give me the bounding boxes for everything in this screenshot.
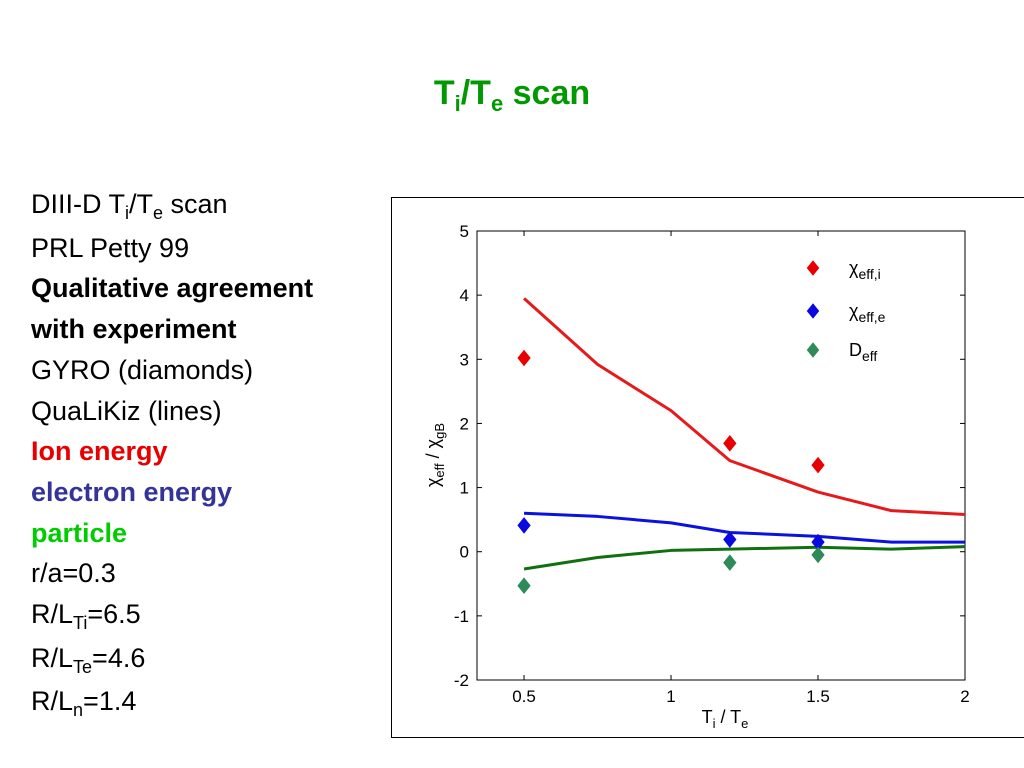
bullet-text: PRL Petty 99 [31, 232, 190, 263]
model-line-1 [523, 511, 965, 544]
model-line-2 [523, 545, 966, 571]
x-axis-label: Ti / Te [702, 707, 749, 731]
bullet-text: with experiment [31, 314, 237, 345]
x-axis-label-part: / T [715, 707, 741, 727]
bullet-line: with experiment [31, 309, 401, 350]
legend-marker [806, 260, 820, 276]
x-tick-label: 1.5 [806, 687, 830, 706]
bullet-text: R/L [31, 599, 74, 630]
title-text-rest: scan [503, 74, 591, 112]
chart-frame: -2 -1 0 1 2 3 4 5 0.5 1 1.5 2 Ti / Te χeff / χgB χeff,… [391, 197, 1024, 738]
legend-label: χeff,i [849, 258, 881, 282]
gyro-marker [811, 456, 825, 474]
legend-label: Deff [849, 340, 877, 364]
y-tick-label: -1 [454, 607, 469, 626]
x-axis-label-part: e [741, 716, 748, 731]
bullet-line: Ion energy [31, 431, 401, 472]
x-tick-label: 0.5 [512, 687, 536, 706]
x-tick-label: 2 [960, 687, 969, 706]
bullet-text: /T [129, 189, 153, 219]
bullet-text: GYRO (diamonds) [31, 354, 254, 385]
y-axis-label-part: / χ [423, 438, 443, 463]
legend-label-sub: eff,i [858, 266, 880, 282]
bullet-text: =6.5 [87, 599, 141, 630]
title-subscript-e: e [490, 91, 504, 116]
bullet-text: scan [163, 189, 228, 219]
bullet-text: R/L [31, 642, 74, 673]
bullet-text: Ion energy [31, 436, 168, 467]
bullet-line: GYRO (diamonds) [31, 350, 401, 391]
gyro-marker [517, 577, 531, 595]
bullet-subscript: e [153, 203, 164, 223]
legend-label-sub: eff,e [858, 309, 885, 325]
legend-marker [806, 303, 820, 319]
bullet-list: DIII-D Ti/Te scan PRL Petty 99 Qualitative… [31, 184, 401, 725]
model-line-0 [523, 297, 966, 517]
bullet-line: R/Ln=1.4 [31, 681, 401, 725]
legend-label: χeff,e [849, 301, 886, 325]
y-tick-label: 4 [460, 286, 469, 305]
legend-label-main: χ [849, 301, 859, 321]
x-axis-label-part: i [713, 716, 716, 731]
y-axis-label-group: χeff / χgB [423, 423, 447, 487]
bullet-line: DIII-D Ti/Te scan [31, 184, 401, 228]
slide-title: Ti/Te scan [0, 74, 1024, 116]
bullet-line: QuaLiKiz (lines) [31, 391, 401, 432]
y-tick-label: 5 [460, 222, 469, 241]
y-tick-label: 1 [460, 479, 469, 498]
gyro-marker [811, 546, 825, 564]
bullet-line: r/a=0.3 [31, 553, 401, 594]
gyro-marker [723, 531, 737, 548]
gyro-marker [723, 435, 737, 452]
bullet-line: particle [31, 513, 401, 554]
y-tick-label: 3 [460, 350, 469, 369]
bullet-text: QuaLiKiz (lines) [31, 395, 222, 426]
y-tick-label: -2 [454, 671, 469, 690]
bullet-subscript: Te [73, 656, 93, 677]
gyro-marker [517, 349, 531, 367]
legend-marker [806, 342, 820, 358]
bullet-text: =4.6 [92, 642, 146, 673]
bullet-text: R/L [31, 686, 74, 717]
bullet-text: =1.4 [83, 686, 137, 717]
legend-label-main: D [849, 340, 862, 360]
x-axis-label-part: T [702, 707, 713, 727]
title-subscript-i: i [454, 91, 461, 116]
y-tick-label: 0 [460, 543, 469, 562]
plot-area-box [476, 230, 966, 681]
x-tick-label: 1 [666, 687, 675, 706]
title-text: T [433, 74, 455, 112]
bullet-text: DIII-D T [31, 189, 125, 219]
y-axis-label-part: eff [432, 463, 447, 478]
bullet-subscript: n [73, 700, 84, 721]
bullet-line: electron energy [31, 472, 401, 513]
bullet-line: R/LTe=4.6 [31, 638, 401, 682]
bullet-text: electron energy [31, 476, 233, 507]
bullet-text: r/a=0.3 [31, 558, 116, 589]
bullet-line: R/LTi=6.5 [31, 594, 401, 638]
gyro-marker [517, 517, 531, 534]
y-tick-label: 2 [460, 414, 469, 433]
legend-label-main: χ [849, 258, 859, 278]
bullet-text: Qualitative agreement [31, 273, 314, 304]
y-axis-label: χeff / χgB [423, 423, 447, 487]
bullet-line: Qualitative agreement [31, 268, 401, 309]
bullet-text: particle [31, 517, 128, 548]
bullet-subscript: Ti [73, 613, 88, 634]
y-axis-label-part: χ [423, 477, 443, 487]
bullet-subscript: i [125, 203, 129, 223]
title-text-slash: /T [460, 74, 491, 112]
bullet-line: PRL Petty 99 [31, 228, 401, 269]
y-axis-label-part: gB [432, 423, 447, 439]
legend-label-sub: eff [862, 348, 877, 364]
gyro-marker [723, 554, 737, 571]
